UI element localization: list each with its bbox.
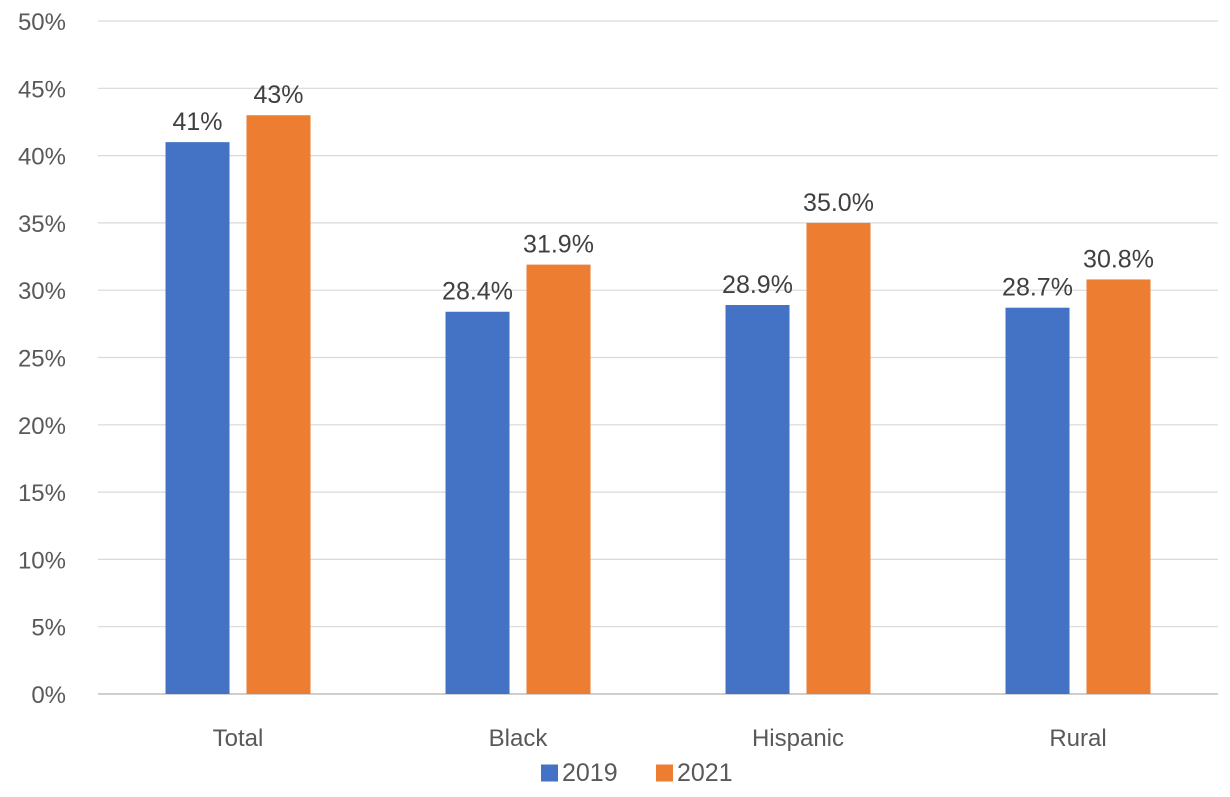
y-tick-label: 20% bbox=[18, 413, 66, 440]
y-tick-label: 25% bbox=[18, 346, 66, 373]
data-label-2019-black: 28.4% bbox=[442, 278, 513, 306]
y-axis-tick-labels: 0% 5% 10% 15% 20% 25% 30% 35% 40% 45% 50% bbox=[18, 9, 66, 709]
y-tick-label: 50% bbox=[18, 9, 66, 36]
y-tick-label: 15% bbox=[18, 480, 66, 507]
data-label-2019-hispanic: 28.9% bbox=[722, 271, 793, 299]
y-tick-label: 10% bbox=[18, 547, 66, 574]
data-labels: 41% 43% 28.4% 31.9% 28.9% 35.0% 28.7% 30.8% bbox=[172, 81, 1153, 306]
x-category-label-rural: Rural bbox=[1049, 725, 1106, 752]
legend-label-2019: 2019 bbox=[562, 759, 618, 787]
y-tick-label: 5% bbox=[31, 615, 66, 642]
y-tick-label: 45% bbox=[18, 76, 66, 103]
data-label-2021-black: 31.9% bbox=[523, 231, 594, 259]
x-category-label-total: Total bbox=[213, 725, 264, 752]
bar-2021-black bbox=[526, 264, 591, 694]
data-label-2019-rural: 28.7% bbox=[1002, 274, 1073, 302]
x-category-label-hispanic: Hispanic bbox=[752, 725, 844, 752]
x-axis-category-labels: Total Black Hispanic Rural bbox=[213, 725, 1107, 752]
data-label-2021-total: 43% bbox=[253, 81, 303, 109]
data-label-2021-rural: 30.8% bbox=[1083, 245, 1154, 273]
legend-swatch-2021 bbox=[656, 764, 673, 782]
bar-2019-hispanic bbox=[725, 305, 790, 694]
y-tick-label: 40% bbox=[18, 144, 66, 171]
y-tick-label: 0% bbox=[31, 682, 66, 709]
x-category-label-black: Black bbox=[489, 725, 549, 752]
legend-swatch-2019 bbox=[541, 764, 558, 782]
bar-2021-rural bbox=[1086, 279, 1151, 694]
data-label-2021-hispanic: 35.0% bbox=[803, 189, 874, 217]
y-tick-label: 30% bbox=[18, 278, 66, 305]
bar-2019-black bbox=[445, 311, 510, 694]
bar-2019-rural bbox=[1005, 307, 1070, 694]
bars bbox=[165, 115, 1151, 695]
bar-2021-hispanic bbox=[806, 222, 871, 694]
legend: 2019 2021 bbox=[541, 759, 733, 787]
bar-2019-total bbox=[165, 142, 230, 694]
y-tick-label: 35% bbox=[18, 211, 66, 238]
data-label-2019-total: 41% bbox=[172, 108, 222, 136]
bar-2021-total bbox=[246, 115, 311, 695]
legend-label-2021: 2021 bbox=[677, 759, 733, 787]
